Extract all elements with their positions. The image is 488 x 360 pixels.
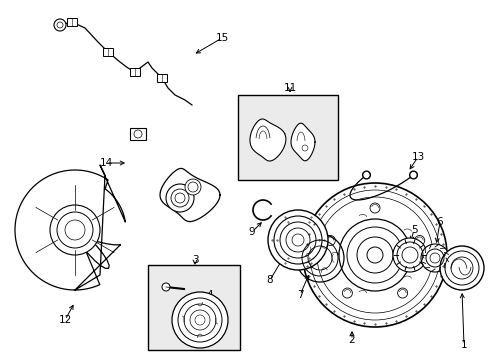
Bar bbox=[130, 68, 140, 76]
Text: 9: 9 bbox=[248, 227, 255, 237]
Bar bbox=[238, 95, 337, 180]
Text: 11: 11 bbox=[283, 83, 296, 93]
Text: 14: 14 bbox=[99, 158, 112, 168]
Polygon shape bbox=[290, 123, 314, 161]
Text: 12: 12 bbox=[58, 315, 71, 325]
Circle shape bbox=[162, 283, 170, 291]
Text: 8: 8 bbox=[266, 275, 273, 285]
Text: 6: 6 bbox=[436, 217, 443, 227]
Circle shape bbox=[172, 292, 227, 348]
Text: 1: 1 bbox=[460, 340, 467, 350]
Text: 4: 4 bbox=[206, 290, 213, 300]
Text: 13: 13 bbox=[410, 152, 424, 162]
Text: 15: 15 bbox=[215, 33, 228, 43]
Polygon shape bbox=[249, 119, 285, 161]
Bar bbox=[148, 265, 240, 350]
Circle shape bbox=[439, 246, 483, 290]
Circle shape bbox=[50, 205, 100, 255]
Polygon shape bbox=[160, 168, 220, 222]
Circle shape bbox=[184, 179, 201, 195]
Text: 3: 3 bbox=[191, 255, 198, 265]
Circle shape bbox=[392, 238, 426, 272]
Polygon shape bbox=[15, 165, 125, 290]
Circle shape bbox=[267, 210, 327, 270]
Circle shape bbox=[408, 171, 417, 179]
Bar bbox=[157, 74, 167, 82]
Bar bbox=[130, 128, 146, 140]
Circle shape bbox=[362, 171, 370, 179]
Circle shape bbox=[420, 244, 448, 272]
Text: 2: 2 bbox=[348, 335, 355, 345]
Circle shape bbox=[165, 184, 194, 212]
Bar bbox=[103, 48, 113, 56]
Circle shape bbox=[54, 19, 66, 31]
Text: 7: 7 bbox=[296, 290, 303, 300]
Text: 5: 5 bbox=[410, 225, 416, 235]
Text: 10: 10 bbox=[195, 190, 208, 200]
Circle shape bbox=[295, 234, 343, 282]
Bar bbox=[67, 18, 77, 26]
